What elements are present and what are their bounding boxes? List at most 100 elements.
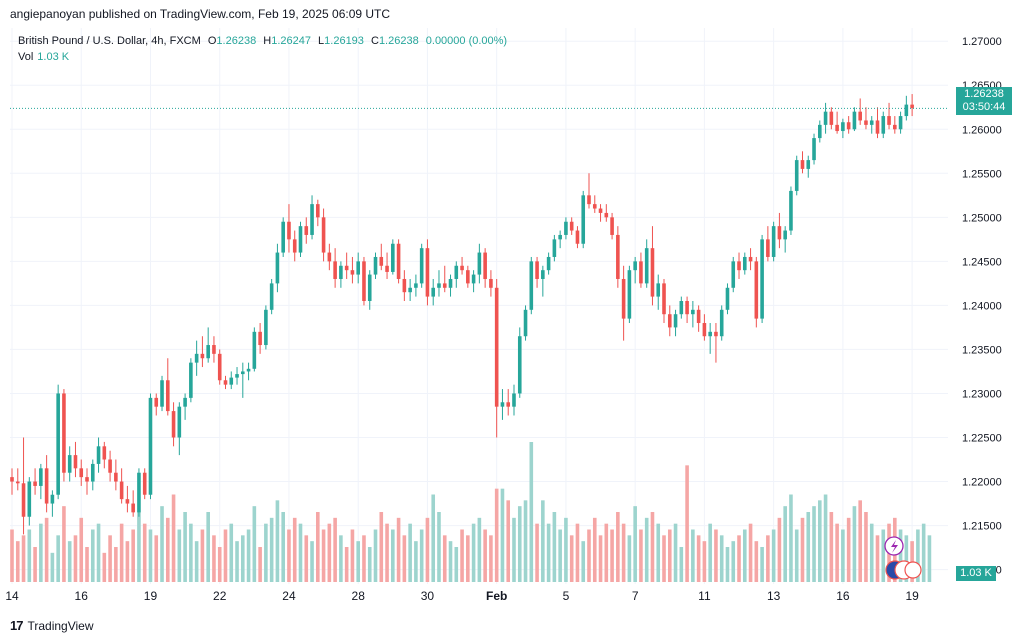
volume-bar [737,535,741,582]
volume-bar [241,535,245,582]
ohlc-row: British Pound / U.S. Dollar, 4h, FXCM O1… [18,33,507,49]
volume-bar [823,494,828,582]
volume-bars [10,442,932,582]
volume-bar [800,517,805,582]
candle-body [633,261,637,271]
tradingview-logo-icon: 17 [10,618,24,633]
candle-body [177,406,182,438]
y-tick-label: 1.26000 [962,124,1002,136]
volume-bar [771,529,776,582]
candle-body [402,278,407,293]
volume-label[interactable]: Vol [18,51,34,63]
candle-body [685,301,689,315]
volume-bar [777,517,782,582]
volume-bar [477,517,482,582]
y-tick-label: 1.22500 [962,433,1002,445]
bar-countdown: 03:50:44 [962,101,1006,113]
candle-body [529,261,534,310]
volume-bar [171,494,176,582]
volume-bar [708,523,712,582]
volume-bar [194,541,199,582]
candle-body [708,331,712,337]
volume-bar [852,506,857,582]
candle-body [258,331,262,346]
candle-body [333,261,337,279]
high-label: H [263,35,272,47]
candle-body [800,160,805,169]
y-tick-label: 1.24000 [962,300,1002,312]
candle-body [385,265,389,272]
volume-bar [344,547,349,582]
volume-bar [269,517,274,582]
time-axis[interactable]: 14 16 19 22 24 28 30 Feb 5 7 11 13 16 19 [5,589,919,603]
volume-bar [529,442,534,582]
volume-bar [679,547,684,582]
candle-body [287,221,291,240]
volume-bar [142,523,147,582]
candle-body [200,353,205,359]
volume-bar [414,541,418,582]
volume-bar [546,523,551,582]
x-tick-label: 14 [5,589,19,603]
candle-body [523,309,528,337]
y-tick-label: 1.24500 [962,256,1002,268]
candle-body [483,252,487,279]
candle-body [183,397,187,407]
symbol-title[interactable]: British Pound / U.S. Dollar, 4h, FXCM [18,35,201,47]
volume-bar [500,488,505,582]
volume-bar [564,517,568,582]
candle-body [512,393,516,407]
candle-body [766,239,770,257]
x-tick-label: 5 [563,589,570,603]
volume-bar [367,547,372,582]
volume-bar [408,523,412,582]
candle-body [846,122,851,130]
candle-body [702,323,707,337]
candle-body [165,380,170,412]
candle-body [650,248,655,297]
volume-bar [598,535,603,582]
volume-bar [442,535,447,582]
volume-bar [339,535,343,582]
volume-bar [396,517,401,582]
volume-bar [102,552,107,582]
volume-bar [610,529,614,582]
candle-body [771,226,776,257]
candle-body [339,265,343,279]
volume-bar [165,517,170,582]
tradingview-footer[interactable]: 17 TradingView [10,618,94,633]
volume-bar [252,506,257,582]
candle-body [777,226,782,240]
candle-body [754,261,759,319]
price-axis[interactable]: 1.270001.265001.260001.255001.250001.245… [962,36,1002,576]
volume-bar [471,523,476,582]
volume-bar [85,547,89,582]
candle-body [431,287,436,297]
candle-body [373,256,378,275]
volume-bar [789,494,793,582]
candle-body [367,274,372,301]
volume-bar [841,529,845,582]
candle-body [506,402,511,407]
volume-bar [287,529,291,582]
volume-bar [275,500,280,582]
candle-body [114,472,118,482]
candle-body [350,270,355,275]
candle-body [292,239,297,253]
candle-body [21,483,26,517]
volume-bar [581,541,586,582]
candle-body [748,256,753,262]
candle-body [667,314,672,328]
volume-bar [558,529,562,582]
volume-bar [44,517,49,582]
volume-bar [621,523,626,582]
volume-bar [685,465,689,582]
candle-body [644,248,649,284]
candle-body [171,411,176,438]
volume-value: 1.03 K [37,51,70,63]
candle-body [275,252,280,284]
candle-body [33,481,37,486]
candle-body [96,446,101,464]
candle-body [73,455,78,469]
